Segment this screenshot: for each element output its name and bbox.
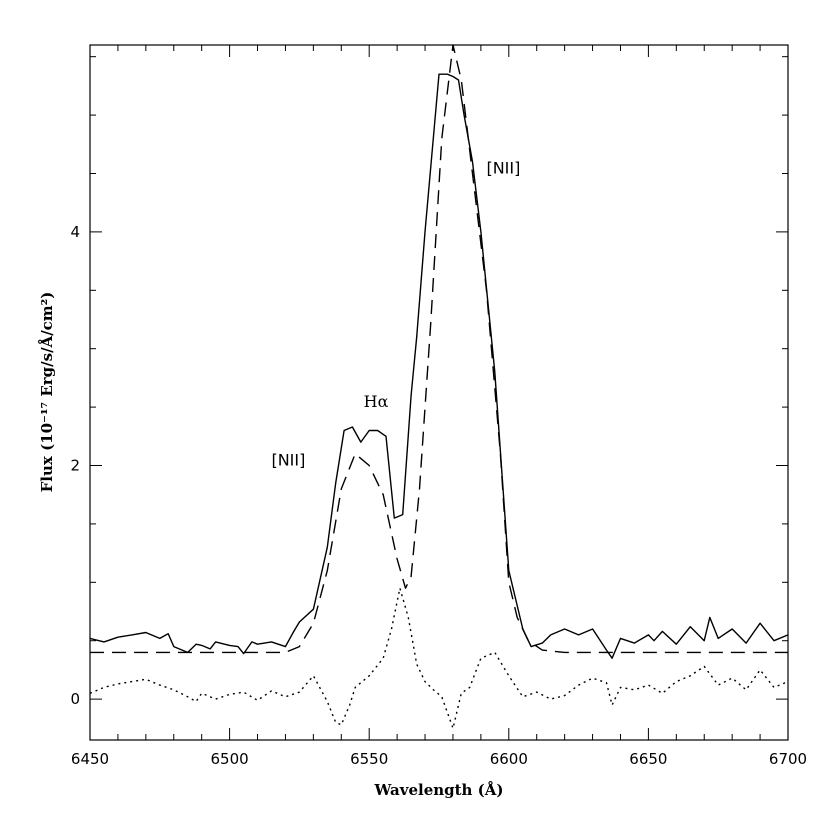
series-solid-line: [89, 73, 789, 659]
y-tick-label: 2: [70, 457, 80, 475]
plot-frame: [89, 44, 789, 741]
y-axis-label: Flux (10⁻¹⁷ Erg/s/Å/cm²): [38, 292, 56, 493]
series-dashed-line: [90, 44, 788, 654]
annotation-label: [NII]: [271, 451, 305, 470]
x-tick-label: 6600: [490, 750, 528, 768]
y-tick-label: 0: [70, 690, 80, 708]
axis-ticks: [89, 45, 789, 740]
x-tick-label: 6500: [211, 750, 249, 768]
series-dotted-line: [89, 587, 789, 729]
y-tick-label: 4: [70, 223, 80, 241]
annotation-layer: [NII] Hα [NII]: [271, 158, 520, 469]
x-axis-label: Wavelength (Å): [373, 781, 503, 799]
x-tick-label: 6550: [350, 750, 388, 768]
x-tick-label: 6650: [629, 750, 667, 768]
axis-tick-labels: 6450 6500 6550 6600 6650 6700 0 2 4: [70, 223, 807, 768]
annotation-label: Hα: [364, 392, 389, 411]
x-tick-label: 6700: [769, 750, 807, 768]
x-tick-label: 6450: [71, 750, 109, 768]
annotation-label: [NII]: [486, 158, 520, 177]
series-layer: [89, 44, 789, 729]
